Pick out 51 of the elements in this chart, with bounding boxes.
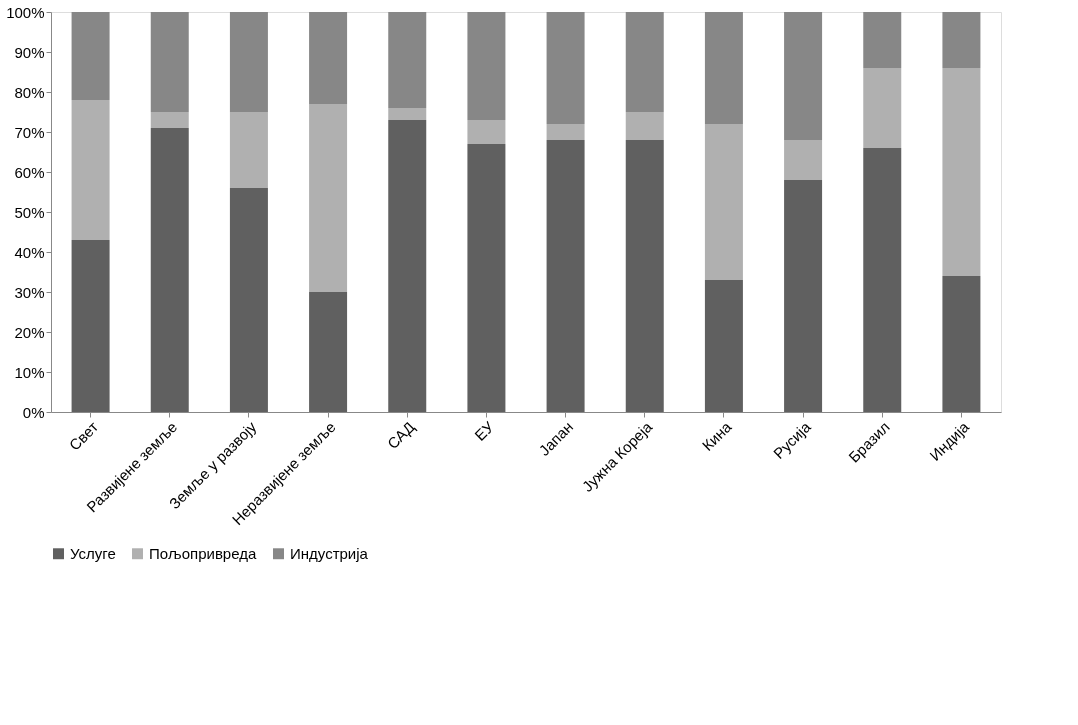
y-tick-label: 100%: [6, 3, 45, 21]
y-tick-label: 50%: [14, 203, 45, 221]
bar: [71, 240, 110, 412]
bar: [309, 104, 348, 292]
bar: [71, 100, 110, 240]
bar: [71, 12, 110, 100]
y-tick-label: 0%: [22, 403, 45, 421]
bar: [784, 180, 823, 412]
bar: [309, 12, 348, 104]
bar: [863, 148, 902, 412]
bar: [150, 128, 189, 412]
bar: [704, 280, 743, 412]
y-tick-label: 10%: [14, 363, 45, 381]
legend-label: Услуге: [70, 544, 116, 562]
bar: [467, 144, 506, 412]
y-tick-label: 60%: [14, 163, 45, 181]
bar: [150, 112, 189, 128]
y-tick-label: 20%: [14, 323, 45, 341]
y-tick-label: 40%: [14, 243, 45, 261]
y-tick-label: 90%: [14, 43, 45, 61]
bar: [546, 140, 585, 412]
bar: [229, 188, 268, 412]
bar: [625, 12, 664, 112]
y-tick-label: 80%: [14, 83, 45, 101]
bar: [546, 124, 585, 140]
bar: [388, 12, 427, 108]
bar: [467, 120, 506, 144]
bar: [309, 292, 348, 412]
bar: [229, 12, 268, 112]
bar: [150, 12, 189, 112]
bar: [388, 108, 427, 120]
bar: [625, 140, 664, 412]
bar: [546, 12, 585, 124]
bar: [784, 12, 823, 140]
legend-label: Индустрија: [290, 544, 369, 562]
y-tick-label: 70%: [14, 123, 45, 141]
y-tick-label: 30%: [14, 283, 45, 301]
bar: [625, 112, 664, 140]
bar: [942, 12, 981, 68]
bar: [388, 120, 427, 412]
legend-label: Пољопривреда: [149, 544, 257, 562]
bar: [784, 140, 823, 180]
x-tick-label: ЕУ: [471, 417, 498, 444]
bar: [704, 124, 743, 280]
bar: [467, 12, 506, 120]
bar: [863, 12, 902, 68]
bar: [942, 68, 981, 276]
bar: [229, 112, 268, 188]
bar: [942, 276, 981, 412]
bar: [704, 12, 743, 124]
bar: [863, 68, 902, 148]
